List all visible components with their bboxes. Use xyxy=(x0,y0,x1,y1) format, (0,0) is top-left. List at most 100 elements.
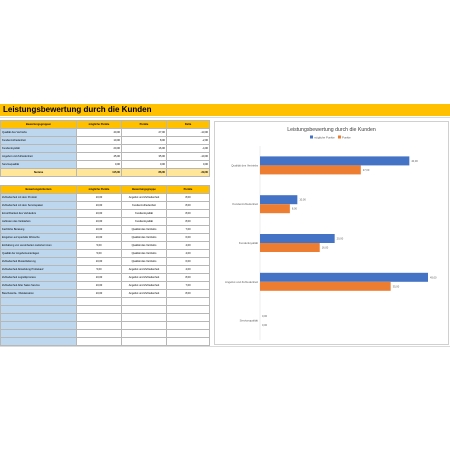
delta-cell[interactable]: -13,00 xyxy=(166,128,210,137)
empty-cell[interactable] xyxy=(166,305,210,314)
column-header[interactable]: mögliche Punkte xyxy=(76,185,122,194)
criterion-cell[interactable]: Erreichbarkeit des Verkäufers xyxy=(0,209,77,218)
points-cell[interactable]: 6,00 xyxy=(166,233,210,242)
empty-cell[interactable] xyxy=(0,313,77,322)
possible-points-cell[interactable]: 5,00 xyxy=(76,241,122,250)
group-cell[interactable]: Qualität des Vertriebs xyxy=(121,257,167,266)
delta-cell[interactable]: -4,00 xyxy=(166,144,210,153)
bar-points[interactable] xyxy=(260,243,320,252)
empty-cell[interactable] xyxy=(166,337,210,346)
possible-points-cell[interactable]: 10,00 xyxy=(76,209,122,218)
empty-cell[interactable] xyxy=(76,337,122,346)
bar-points[interactable] xyxy=(260,165,361,175)
empty-cell[interactable] xyxy=(0,337,77,346)
possible-points-cell[interactable]: 10,00 xyxy=(76,217,122,226)
criterion-cell[interactable]: Einhaltung von vereinbarten Liefertermin… xyxy=(0,241,77,250)
group-name-cell[interactable]: Kundenloyalität xyxy=(0,144,77,153)
group-cell[interactable]: Angebot und Zufriedenheit xyxy=(121,265,167,274)
criterion-cell[interactable]: Zufriedenheit After Sales Service xyxy=(0,281,77,290)
column-header[interactable]: Bewertungsgruppen xyxy=(0,120,77,129)
sum-points-cell[interactable]: 86,00 xyxy=(121,168,167,177)
points-cell[interactable]: 7,00 xyxy=(166,281,210,290)
group-cell[interactable]: Angebot und Zufriedenheit xyxy=(121,289,167,298)
bar-possible-points[interactable] xyxy=(260,234,335,243)
empty-cell[interactable] xyxy=(166,313,210,322)
possible-points-cell[interactable]: 10,00 xyxy=(76,257,122,266)
criterion-cell[interactable]: Auftreten des Verkäufers xyxy=(0,217,77,226)
bar-possible-points[interactable] xyxy=(260,156,410,166)
empty-cell[interactable] xyxy=(121,321,167,330)
possible-points-cell[interactable]: 5,00 xyxy=(76,265,122,274)
bar-possible-points[interactable] xyxy=(260,195,298,205)
group-cell[interactable]: Qualität des Vertriebs xyxy=(121,225,167,234)
empty-cell[interactable] xyxy=(0,321,77,330)
possible-points-cell[interactable]: 10,00 xyxy=(76,289,122,298)
possible-points-cell[interactable]: 10,00 xyxy=(76,225,122,234)
possible-points-cell[interactable]: 10,00 xyxy=(76,193,122,202)
possible-points-cell[interactable]: 20,00 xyxy=(76,144,122,153)
possible-points-cell[interactable]: 10,00 xyxy=(76,281,122,290)
delta-cell[interactable]: -10,00 xyxy=(166,152,210,161)
group-cell[interactable]: Qualität des Vertriebs xyxy=(121,249,167,258)
column-header[interactable]: Bewertungskriterium xyxy=(0,185,77,194)
group-name-cell[interactable]: Servicequalität xyxy=(0,160,77,169)
criterion-cell[interactable]: Zufriedenheit Abwicklung Probekauf xyxy=(0,265,77,274)
points-cell[interactable]: 6,00 xyxy=(166,257,210,266)
empty-cell[interactable] xyxy=(76,321,122,330)
criterion-cell[interactable]: Zufriedenheit mit dem Servicepaket xyxy=(0,201,77,210)
empty-cell[interactable] xyxy=(121,337,167,346)
group-cell[interactable]: Angebot und Zufriedenheit xyxy=(121,281,167,290)
group-cell[interactable]: Angebot und Zufriedenheit xyxy=(121,273,167,282)
bar-chart[interactable]: Leistungsbewertung durch die Kunden mögl… xyxy=(214,121,449,345)
empty-cell[interactable] xyxy=(166,297,210,306)
empty-cell[interactable] xyxy=(121,305,167,314)
group-cell[interactable]: Kundenzufriedenheit xyxy=(121,201,167,210)
criterion-cell[interactable]: Qualität der Angebotsunterlagen xyxy=(0,249,77,258)
empty-cell[interactable] xyxy=(121,329,167,338)
points-cell[interactable]: 16,00 xyxy=(121,144,167,153)
possible-points-cell[interactable]: 40,00 xyxy=(76,128,122,137)
group-name-cell[interactable]: Qualität des Vertriebs xyxy=(0,128,77,137)
group-cell[interactable]: Qualität des Vertriebs xyxy=(121,241,167,250)
column-header[interactable]: mögliche Punkte xyxy=(76,120,122,129)
delta-cell[interactable]: 0,00 xyxy=(166,160,210,169)
possible-points-cell[interactable]: 45,00 xyxy=(76,152,122,161)
group-cell[interactable]: Qualität des Vertriebs xyxy=(121,233,167,242)
sum-label-cell[interactable]: Summe xyxy=(0,168,77,177)
group-name-cell[interactable]: Kundenzufriedenheit xyxy=(0,136,77,145)
empty-cell[interactable] xyxy=(0,329,77,338)
empty-cell[interactable] xyxy=(166,321,210,330)
criterion-cell[interactable]: Fachliche Beratung xyxy=(0,225,77,234)
possible-points-cell[interactable]: 10,00 xyxy=(76,273,122,282)
criterion-cell[interactable]: Beschwerde- / Reklamation xyxy=(0,289,77,298)
possible-points-cell[interactable]: 10,00 xyxy=(76,201,122,210)
bar-points[interactable] xyxy=(260,281,391,291)
group-cell[interactable]: Kundenloyalität xyxy=(121,209,167,218)
sum-delta-cell[interactable]: -29,00 xyxy=(166,168,210,177)
column-header[interactable]: Delta xyxy=(166,120,210,129)
empty-cell[interactable] xyxy=(0,297,77,306)
empty-cell[interactable] xyxy=(76,313,122,322)
empty-cell[interactable] xyxy=(0,305,77,314)
group-cell[interactable]: Kundenloyalität xyxy=(121,217,167,226)
points-cell[interactable]: 8,00 xyxy=(166,201,210,210)
sum-possible-cell[interactable]: 115,00 xyxy=(76,168,122,177)
points-cell[interactable]: 8,00 xyxy=(166,273,210,282)
criterion-cell[interactable]: Zufriedenheit Logistikprozess xyxy=(0,273,77,282)
points-cell[interactable]: 8,00 xyxy=(166,193,210,202)
empty-cell[interactable] xyxy=(76,297,122,306)
empty-cell[interactable] xyxy=(76,305,122,314)
empty-cell[interactable] xyxy=(121,297,167,306)
points-cell[interactable]: 8,00 xyxy=(166,209,210,218)
empty-cell[interactable] xyxy=(121,313,167,322)
points-cell[interactable]: 0,00 xyxy=(121,160,167,169)
column-header[interactable]: Bewertungsgruppe xyxy=(121,185,167,194)
bar-points[interactable] xyxy=(260,204,290,214)
group-name-cell[interactable]: Angebot und Zufriedenheit xyxy=(0,152,77,161)
points-cell[interactable]: 7,00 xyxy=(166,225,210,234)
column-header[interactable]: Punkte xyxy=(166,185,210,194)
points-cell[interactable]: 8,00 xyxy=(166,289,210,298)
criterion-cell[interactable]: Zufriedenheit mit dem Produkt xyxy=(0,193,77,202)
points-cell[interactable]: 4,00 xyxy=(166,249,210,258)
points-cell[interactable]: 4,00 xyxy=(166,265,210,274)
